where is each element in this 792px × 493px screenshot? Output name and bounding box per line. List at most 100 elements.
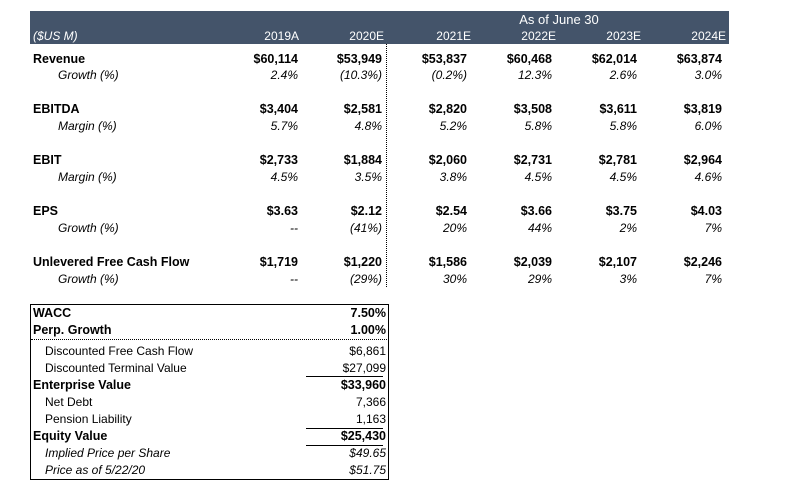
disc-fcf-value: $6,861 (349, 344, 386, 358)
ufcf-value: $1,586 (428, 255, 467, 269)
eps-growth: 7% (704, 221, 722, 235)
ebitda-margin-label: Margin (%) (58, 119, 117, 133)
eps-growth: 2% (619, 221, 637, 235)
ufcf-growth-label: Growth (%) (58, 272, 119, 286)
revenue-growth: (0.2%) (431, 68, 467, 82)
ebit-value: $2,060 (428, 153, 467, 167)
ebitda-margin: 5.2% (439, 119, 467, 133)
header-bar (30, 11, 729, 43)
ebitda-value: $3,819 (683, 102, 722, 116)
ufcf-value: $2,246 (683, 255, 722, 269)
revenue-value: $63,874 (676, 52, 722, 66)
revenue-growth-label: Growth (%) (58, 68, 119, 82)
ufcf-growth: 30% (442, 272, 467, 286)
perp-growth-value: 1.00% (350, 323, 386, 337)
header-underline (30, 43, 729, 44)
ebitda-value: $3,611 (599, 102, 637, 116)
valuation-separator (31, 339, 387, 340)
eps-value: $3.75 (605, 204, 637, 218)
ufcf-growth: (29%) (349, 272, 382, 286)
ebit-value: $1,884 (343, 153, 382, 167)
ebitda-value: $2,581 (343, 102, 382, 116)
eps-growth-label: Growth (%) (58, 221, 119, 235)
ebitda-value: $3,404 (259, 102, 298, 116)
ufcf-value: $2,039 (513, 255, 552, 269)
eps-growth: 44% (527, 221, 552, 235)
ebit-label: EBIT (33, 153, 62, 167)
revenue-value: $60,114 (253, 52, 299, 66)
eps-growth: (41%) (349, 221, 382, 235)
revenue-growth: 2.4% (270, 68, 298, 82)
total-underline (306, 445, 383, 446)
revenue-value: $53,837 (421, 52, 467, 66)
disc-tv-value: $27,099 (342, 361, 386, 375)
disc-fcf-label: Discounted Free Cash Flow (45, 344, 194, 358)
price-asof-value: $51.75 (349, 463, 386, 477)
col-2019a: 2019A (264, 29, 299, 43)
equity-label: Equity Value (33, 429, 108, 443)
ev-value: $33,960 (340, 378, 386, 392)
subtotal-underline (306, 376, 383, 377)
eps-label: EPS (33, 204, 59, 218)
revenue-growth: (10.3%) (339, 68, 382, 82)
ebit-value: $2,733 (259, 153, 298, 167)
ufcf-value: $2,107 (598, 255, 637, 269)
ebitda-margin: 4.8% (354, 119, 382, 133)
pension-value: 1,163 (355, 412, 386, 426)
net-debt-label: Net Debt (45, 395, 93, 409)
ebit-margin: 4.5% (524, 170, 552, 184)
ebitda-margin: 5.8% (609, 119, 637, 133)
ufcf-value: $1,220 (343, 255, 382, 269)
ebitda-margin: 6.0% (694, 119, 722, 133)
wacc-value: 7.50% (350, 306, 386, 320)
eps-value: $4.03 (690, 204, 722, 218)
revenue-growth: 3.0% (694, 68, 722, 82)
ebit-value: $2,964 (683, 153, 722, 167)
ebitda-value: $3,508 (513, 102, 552, 116)
net-debt-value: 7,366 (355, 395, 386, 409)
ufcf-growth: 7% (704, 272, 722, 286)
col-2020e: 2020E (349, 29, 384, 43)
eps-value: $3.63 (266, 204, 298, 218)
subtotal-underline (306, 428, 383, 429)
equity-value: $25,430 (340, 429, 386, 443)
revenue-label: Revenue (33, 52, 86, 66)
implied-price-label: Implied Price per Share (45, 446, 171, 460)
valuation-box (30, 304, 389, 480)
eps-value: $2.12 (350, 204, 382, 218)
units-label: ($US M) (33, 29, 78, 43)
ebit-margin: 3.5% (354, 170, 382, 184)
eps-value: $3.66 (520, 204, 552, 218)
col-2024e: 2024E (691, 29, 726, 43)
ebit-value: $2,731 (513, 153, 552, 167)
revenue-value: $62,014 (591, 52, 637, 66)
implied-price-value: $49.65 (349, 446, 386, 460)
ufcf-growth: 3% (619, 272, 637, 286)
ufcf-growth: -- (290, 272, 298, 286)
pension-label: Pension Liability (45, 412, 132, 426)
ebitda-margin: 5.8% (524, 119, 552, 133)
ebit-value: $2,781 (598, 153, 637, 167)
ebit-margin: 3.8% (439, 170, 467, 184)
actual-projection-divider (386, 44, 387, 287)
wacc-label: WACC (33, 306, 72, 320)
period-label: As of June 30 (519, 12, 599, 27)
revenue-growth: 12.3% (517, 68, 552, 82)
ebit-margin: 4.5% (609, 170, 637, 184)
col-2023e: 2023E (606, 29, 641, 43)
ebit-margin: 4.6% (694, 170, 722, 184)
revenue-value: $53,949 (336, 52, 382, 66)
col-2022e: 2022E (521, 29, 556, 43)
disc-tv-label: Discounted Terminal Value (45, 361, 187, 375)
ufcf-value: $1,719 (259, 255, 298, 269)
ebitda-value: $2,820 (428, 102, 467, 116)
perp-growth-label: Perp. Growth (33, 323, 112, 337)
col-2021e: 2021E (436, 29, 471, 43)
revenue-value: $60,468 (506, 52, 552, 66)
price-asof-label: Price as of 5/22/20 (45, 463, 146, 477)
ebit-margin-label: Margin (%) (58, 170, 117, 184)
eps-growth: -- (290, 221, 298, 235)
ebitda-margin: 5.7% (270, 119, 298, 133)
ufcf-growth: 29% (527, 272, 552, 286)
ebit-margin: 4.5% (270, 170, 298, 184)
